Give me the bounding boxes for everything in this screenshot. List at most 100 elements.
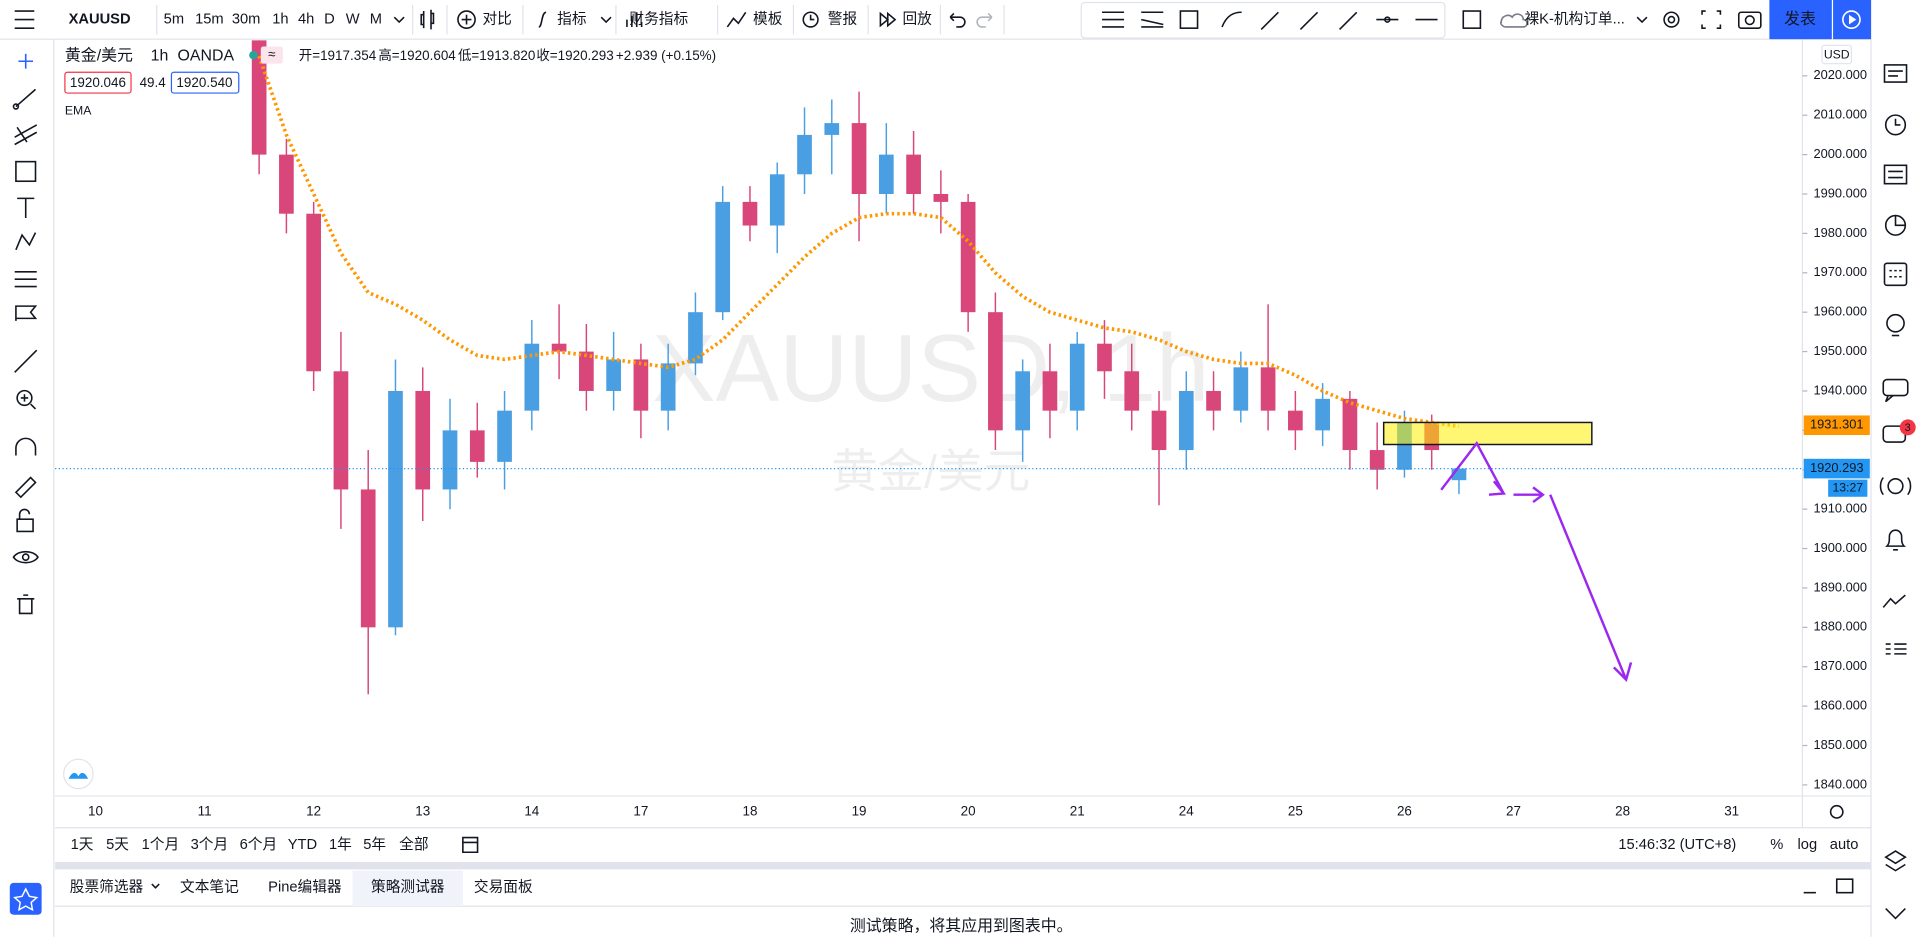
candle-body [660, 363, 676, 411]
candle-body [824, 123, 840, 135]
candle-body [1315, 398, 1330, 431]
toolbar-button[interactable]: 财务指标 [629, 10, 688, 27]
watermark-symbol: XAUUSD, 1h [652, 316, 1209, 422]
settings-icon[interactable] [1829, 804, 1844, 819]
favorites-button[interactable] [9, 882, 42, 915]
range-button[interactable]: YTD [288, 837, 317, 853]
interval-button[interactable]: W [346, 11, 360, 27]
y-tick-label: 1850.000 [1813, 737, 1867, 752]
logo [63, 758, 94, 790]
star-icon [13, 887, 39, 912]
panel-tab[interactable]: 策略测试器 [371, 879, 445, 896]
x-tick-label: 17 [633, 803, 648, 818]
y-tick-label: 2010.000 [1813, 107, 1867, 122]
x-tick-label: 20 [961, 803, 976, 818]
range-button[interactable]: 3个月 [191, 836, 229, 853]
candle-body [1124, 371, 1140, 411]
candle-body [688, 312, 703, 364]
candle-body [906, 154, 921, 195]
range-button[interactable]: 全部 [399, 835, 428, 853]
candle-body [497, 410, 512, 462]
last-price-label: 1920.293 [1810, 460, 1864, 475]
bid-box [64, 71, 132, 94]
candle-body [715, 201, 731, 313]
user-drawings [1382, 421, 1633, 682]
active-tab-bg [352, 870, 463, 907]
range-button[interactable]: 1天 [71, 837, 94, 853]
y-tick-label: 1880.000 [1813, 619, 1867, 634]
interval-button[interactable]: 30m [232, 11, 261, 27]
alerts-badge: 3 [1905, 422, 1911, 434]
legend-ohlc: 开=1917.354 [299, 48, 377, 63]
panel-tab[interactable]: 交易面板 [474, 878, 533, 896]
toolbar-button[interactable]: 指标 [557, 10, 587, 27]
spread: 49.4 [140, 75, 167, 90]
y-tick-label: 2000.000 [1813, 146, 1867, 161]
candle-body [579, 351, 594, 391]
candle-body [1097, 343, 1112, 372]
interval-button[interactable]: 4h [298, 11, 314, 27]
maximize-icon[interactable] [1835, 878, 1854, 894]
range-button[interactable]: 5天 [106, 837, 129, 853]
candle-body [306, 213, 322, 372]
panel-tab[interactable]: Pine编辑器 [268, 879, 342, 896]
logo-mark [68, 772, 89, 779]
candle-body [1178, 390, 1194, 451]
candle-body [797, 134, 812, 175]
candle-body [769, 174, 785, 226]
x-tick-label: 27 [1506, 803, 1521, 818]
range-button[interactable]: 5年 [363, 836, 386, 853]
last-price-tag [1803, 458, 1870, 479]
range-button[interactable]: 6个月 [240, 836, 278, 853]
countdown-label: 13:27 [1832, 480, 1863, 494]
x-tick-label: 21 [1070, 803, 1085, 818]
countdown-tag [1828, 479, 1868, 497]
scale-option[interactable]: % [1770, 837, 1783, 853]
interval-button[interactable]: 15m [195, 11, 224, 27]
symbol-search[interactable]: XAUUSD [69, 11, 131, 27]
candle-body [1288, 410, 1303, 431]
indicator-toggle[interactable] [260, 46, 283, 64]
x-tick-label: 10 [88, 803, 103, 818]
y-tick-label: 2020.000 [1813, 67, 1867, 82]
legend-exchange: OANDA [178, 48, 235, 65]
x-tick-label: 19 [852, 803, 867, 818]
date-range-icon[interactable] [462, 836, 479, 854]
interval-button[interactable]: 5m [164, 11, 184, 27]
interval-button[interactable]: M [370, 11, 382, 27]
status-dot [249, 50, 258, 60]
x-tick-label: 18 [742, 803, 757, 818]
range-button[interactable]: 1年 [329, 836, 352, 853]
x-tick-label: 25 [1288, 803, 1303, 818]
y-tick-label: 1870.000 [1813, 658, 1867, 673]
toolbar-button[interactable]: 回放 [902, 10, 932, 27]
toolbar-button[interactable]: 模板 [753, 9, 783, 27]
interval-button[interactable]: D [324, 11, 335, 27]
legend-ohlc: 低=1913.820 [458, 48, 535, 63]
layout-name[interactable]: 裸K-机构订单... [1524, 10, 1624, 27]
x-tick-label: 11 [198, 803, 212, 818]
panel-tab[interactable]: 文本笔记 [180, 879, 239, 896]
candle-body [1260, 367, 1276, 411]
y-tick-label: 1980.000 [1813, 225, 1867, 240]
candle-body [1206, 390, 1221, 411]
interval-button[interactable]: 1h [272, 11, 288, 27]
left-toolbar-icons [12, 53, 39, 615]
y-tick-label: 1900.000 [1813, 540, 1867, 555]
ema-price-label: 1931.301 [1810, 417, 1864, 432]
scale-option[interactable]: auto [1830, 837, 1859, 853]
legend-interval: 1h [151, 48, 169, 65]
right-sidebar-icons [1879, 64, 1916, 920]
y-tick-label: 1840.000 [1813, 776, 1867, 791]
range-button[interactable]: 1个月 [142, 836, 180, 853]
candle-body [1342, 398, 1358, 451]
publish-button[interactable]: 发表 [1784, 10, 1816, 28]
toolbar-button[interactable]: 警报 [828, 10, 858, 27]
top-toolbar-decor [14, 0, 1872, 40]
candle-body [633, 359, 649, 411]
scale-option[interactable]: log [1798, 837, 1818, 853]
panel-tab[interactable]: 股票筛选器 [70, 879, 144, 896]
candle-body [1451, 468, 1467, 481]
ask-box [170, 71, 240, 94]
toolbar-button[interactable]: 对比 [482, 10, 511, 27]
